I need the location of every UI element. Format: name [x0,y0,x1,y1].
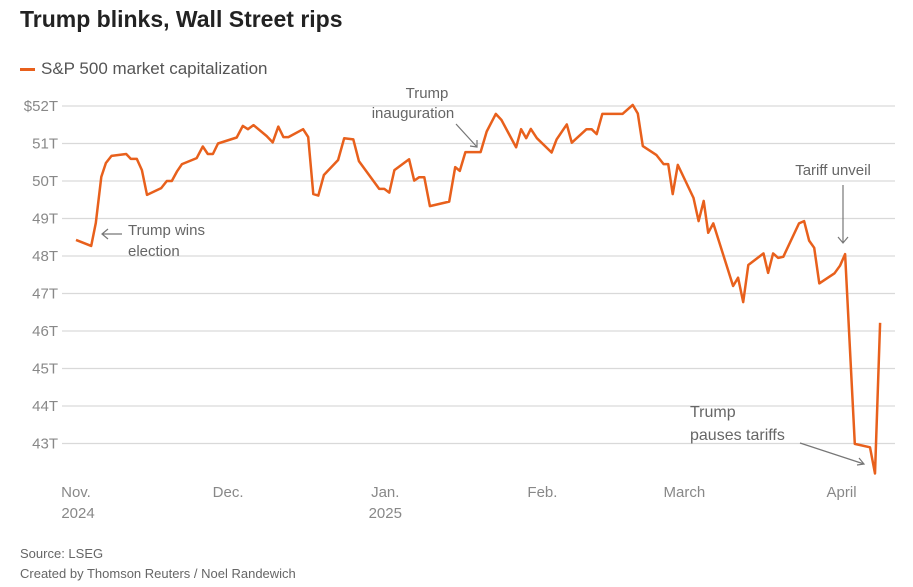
annotation-inauguration: inauguration [372,105,455,122]
y-tick-label: 51T [32,136,58,153]
annotation-inauguration: Trump [406,85,449,102]
annotation-election: Trump wins [128,222,205,239]
credit-note: Created by Thomson Reuters / Noel Randew… [20,566,296,581]
legend-swatch [20,67,35,71]
x-tick-label: Feb. [527,484,557,501]
y-tick-label: 50T [32,173,58,190]
x-tick-year: 2024 [61,505,94,522]
series-line-sp500 [75,103,882,475]
x-tick-label: Dec. [213,484,244,501]
arrow-election [101,228,122,240]
chart-title: Trump blinks, Wall Street rips [20,6,343,32]
x-tick-label: Nov. [61,484,91,501]
x-tick-label: Jan. [371,484,399,501]
annotation-pause: pauses tariffs [690,427,785,444]
y-tick-label: 46T [32,323,58,340]
x-tick-year: 2025 [369,505,402,522]
arrow-inauguration [455,123,478,148]
y-tick-label: 43T [32,436,58,453]
y-tick-label: 48T [32,248,58,265]
x-tick-label: April [827,484,857,501]
y-tick-label: 45T [32,361,58,378]
arrow-tariff [837,185,849,244]
arrow-pause [799,442,866,466]
legend: S&P 500 market capitalization [20,59,267,79]
legend-label: S&P 500 market capitalization [41,59,268,78]
y-tick-label: $52T [24,98,58,115]
annotation-pause: Trump [690,404,736,421]
source-note: Source: LSEG [20,546,104,561]
annotation-election: election [128,243,180,260]
y-tick-label: 44T [32,398,58,415]
y-tick-label: 47T [32,286,58,303]
x-tick-label: March [664,484,706,501]
annotation-tariff: Tariff unveil [795,162,871,179]
y-tick-label: 49T [32,211,58,228]
